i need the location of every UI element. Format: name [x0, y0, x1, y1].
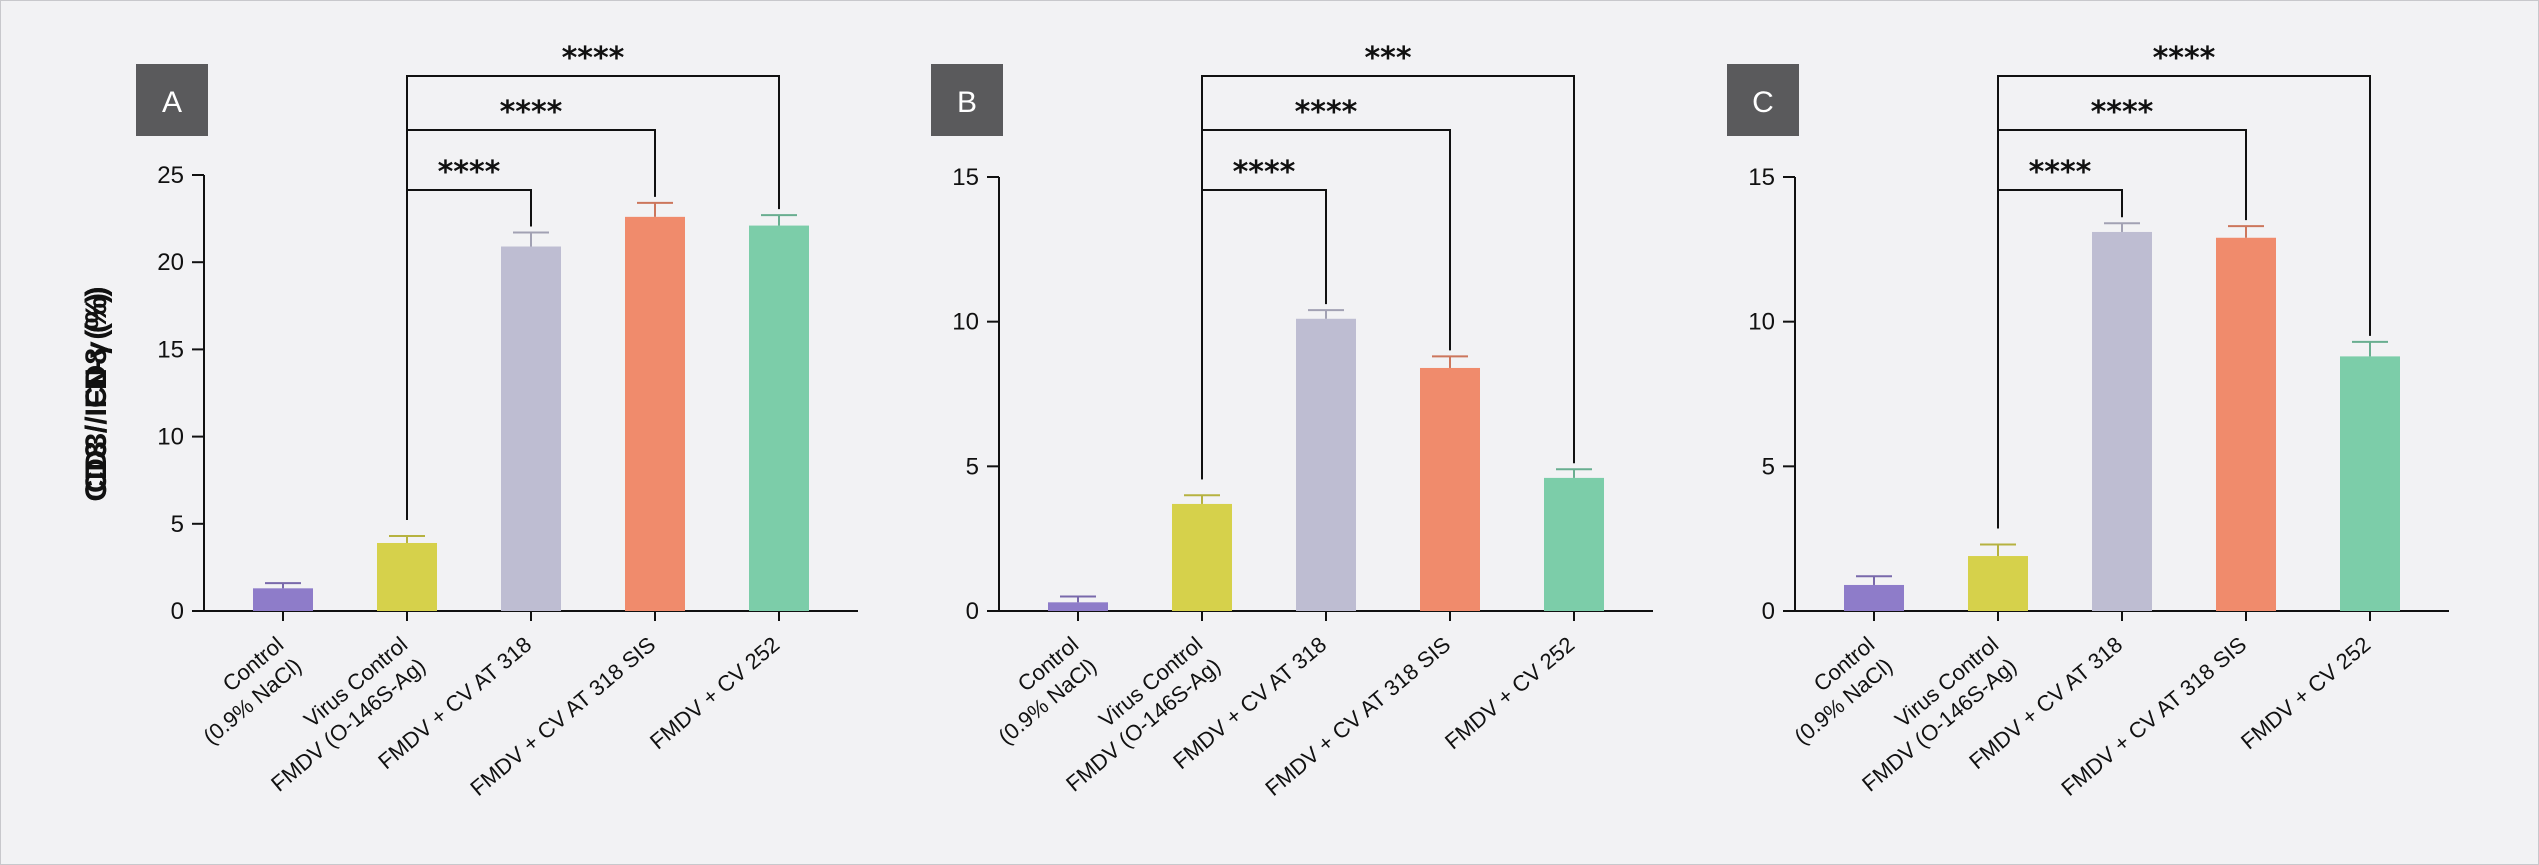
significance-label: ****: [2153, 41, 2216, 76]
y-axis-label: CD8 / IFN-γ (%): [80, 286, 113, 501]
panel-b: B CD8 / IFN-γ (%) 0 5 10 15 Control(0.9% NaCl)…: [80, 41, 1653, 801]
significance-label: ***: [1364, 41, 1411, 76]
x-tick-label: Control(0.9% NaCl): [975, 632, 1101, 750]
bar: [2092, 231, 2152, 611]
y-tick-label: 5: [171, 511, 184, 538]
significance-label: ****: [438, 155, 501, 190]
significance-label: ****: [2091, 95, 2154, 130]
x-tick-label: FMDV + CV 252: [2236, 632, 2375, 754]
bar: [2216, 237, 2276, 611]
bar: [1844, 584, 1904, 611]
y-tick-label: 15: [157, 336, 184, 363]
y-tick-label: 0: [966, 598, 979, 625]
y-axis-label: CD3 / CD8 (%): [80, 293, 113, 493]
significance-label: ****: [2029, 155, 2092, 190]
x-tick-label: FMDV + CV 252: [645, 632, 784, 754]
x-tick-label: Control(0.9% NaCl): [1771, 632, 1897, 750]
bar: [1296, 318, 1356, 611]
bar: [501, 246, 561, 611]
y-tick-label: 5: [1762, 453, 1775, 480]
significance-bracket: [1997, 75, 2371, 529]
significance-label: ****: [562, 41, 625, 76]
bar: [377, 542, 437, 611]
panel-letter: C: [1752, 86, 1774, 119]
bar: [625, 216, 685, 611]
x-tick-label-line: FMDV + CV 252: [2236, 632, 2375, 754]
y-tick-label: 15: [1748, 164, 1775, 191]
y-tick-label: 20: [157, 249, 184, 276]
panel-badge: [136, 64, 208, 136]
x-tick-label-line: FMDV + CV 252: [645, 632, 784, 754]
panel-a: A CD3 / CD8 (%) 0 5 10 15 20 25 Control(0.9% NaC…: [80, 41, 858, 801]
y-tick-label: 10: [157, 424, 184, 451]
x-tick-label-line: FMDV + CV 252: [1440, 632, 1579, 754]
panel-letter: B: [957, 86, 977, 119]
significance-label: ****: [500, 95, 563, 130]
panel-letter: A: [162, 86, 182, 119]
y-tick-label: 15: [952, 164, 979, 191]
bar: [1968, 556, 2028, 611]
bar: [1420, 367, 1480, 611]
panel-badge: [931, 64, 1003, 136]
y-tick-label: 0: [171, 598, 184, 625]
bar: [253, 588, 313, 611]
y-tick-label: 10: [952, 309, 979, 336]
bar: [1544, 477, 1604, 611]
y-tick-label: 25: [157, 162, 184, 189]
y-tick-label: 5: [966, 453, 979, 480]
panel-c: C CD3 / IFN-γ (%) 0 5 10 15 Control(0.9% NaCl)…: [80, 41, 2449, 801]
bar: [2340, 356, 2400, 611]
significance-bracket: [1201, 75, 1575, 480]
y-axis-label: CD3 / IFN-γ (%): [80, 286, 113, 501]
y-tick-label: 0: [1762, 598, 1775, 625]
panel-badge: [1727, 64, 1799, 136]
significance-bracket: [406, 75, 780, 521]
bar: [1048, 602, 1108, 611]
x-tick-label: Control(0.9% NaCl): [180, 632, 306, 750]
significance-label: ****: [1233, 155, 1296, 190]
x-tick-label: FMDV + CV 252: [1440, 632, 1579, 754]
bar: [749, 225, 809, 612]
y-tick-label: 10: [1748, 309, 1775, 336]
bar: [1172, 503, 1232, 611]
significance-label: ****: [1295, 95, 1358, 130]
